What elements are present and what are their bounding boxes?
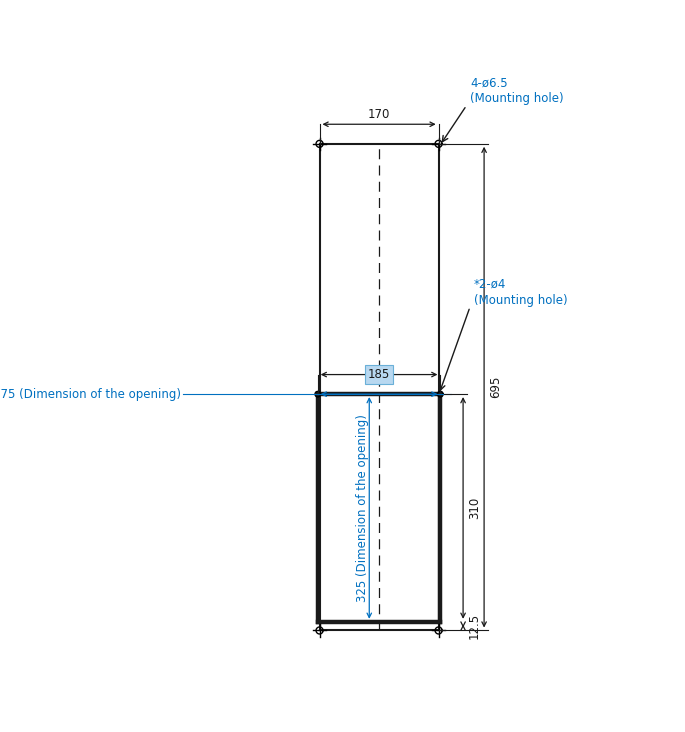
Text: 12.5: 12.5 bbox=[468, 613, 481, 639]
Text: 325 (Dimension of the opening): 325 (Dimension of the opening) bbox=[356, 414, 369, 602]
Text: 170: 170 bbox=[368, 108, 390, 121]
Text: *2-ø4
(Mounting hole): *2-ø4 (Mounting hole) bbox=[473, 277, 567, 307]
Text: 185: 185 bbox=[368, 368, 390, 381]
Text: 695: 695 bbox=[489, 376, 502, 398]
Text: 175 (Dimension of the opening): 175 (Dimension of the opening) bbox=[0, 388, 181, 400]
Text: 310: 310 bbox=[468, 497, 481, 519]
Text: 4-ø6.5
(Mounting hole): 4-ø6.5 (Mounting hole) bbox=[470, 76, 564, 105]
